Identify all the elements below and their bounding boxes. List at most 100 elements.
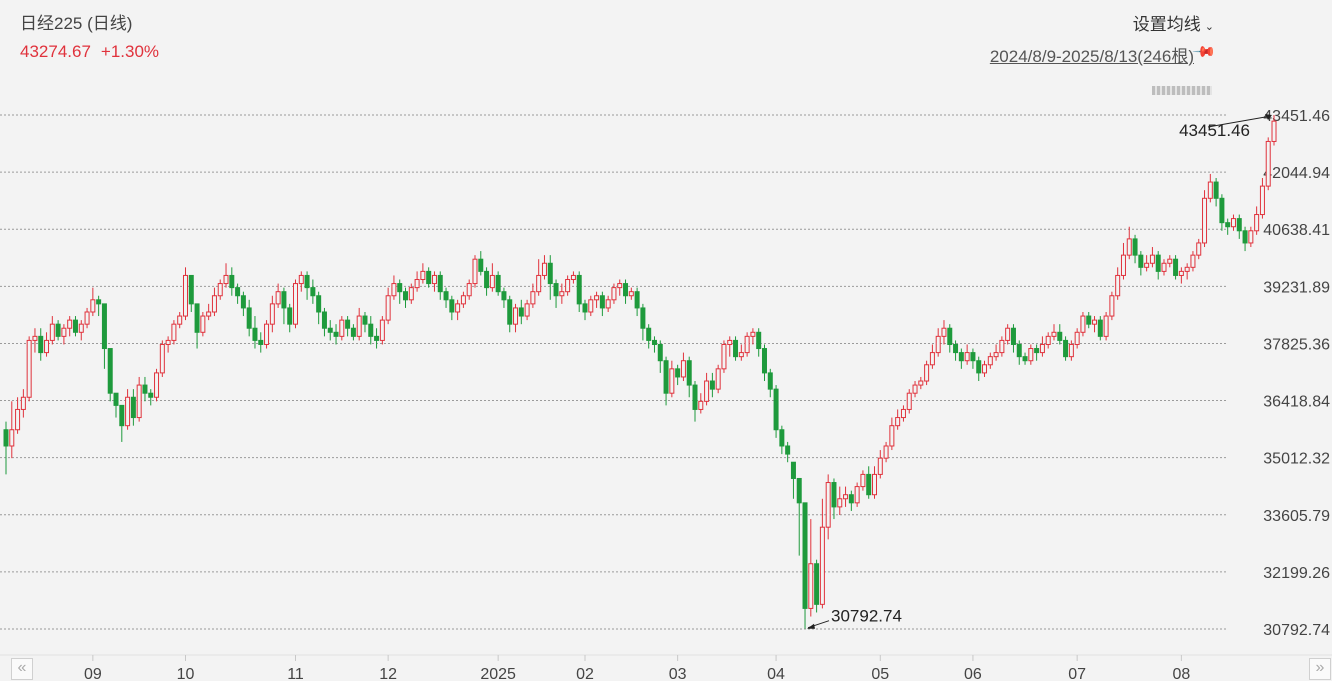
candle-down xyxy=(756,331,762,350)
candle-down xyxy=(599,295,605,309)
candle-up xyxy=(1207,181,1213,199)
candle-up xyxy=(964,352,970,362)
candle-up xyxy=(744,335,750,354)
y-tick-label: 33605.79 xyxy=(1263,508,1330,525)
candle-up xyxy=(61,327,67,337)
candle-down xyxy=(796,477,802,504)
candle-up xyxy=(854,486,860,504)
candle-up xyxy=(1254,214,1260,232)
candle-up xyxy=(206,311,212,317)
candle-down xyxy=(350,327,356,337)
candle-down xyxy=(692,384,698,410)
candle-down xyxy=(327,327,333,333)
candle-down xyxy=(310,287,316,297)
candle-down xyxy=(426,270,432,285)
candle-down xyxy=(130,396,136,419)
candle-down xyxy=(686,360,692,386)
x-tick-label: 09 xyxy=(84,666,102,681)
candle-down xyxy=(634,291,640,309)
candle-up xyxy=(1045,335,1051,345)
candle-down xyxy=(194,303,200,333)
candle-down xyxy=(773,388,779,431)
candle-down xyxy=(518,307,524,317)
candle-down xyxy=(866,473,872,496)
candle-down xyxy=(368,323,374,337)
candle-up xyxy=(565,279,571,293)
candle-up xyxy=(912,384,918,394)
candle-up xyxy=(20,396,26,410)
x-tick-label: 05 xyxy=(871,666,889,681)
candle-up xyxy=(808,563,814,609)
candle-up xyxy=(698,400,704,410)
x-tick-label: 06 xyxy=(964,666,982,681)
candle-up xyxy=(900,408,906,419)
scroll-right-button[interactable]: » xyxy=(1309,658,1331,680)
candle-up xyxy=(1120,254,1126,276)
price-change: +1.30% xyxy=(100,42,160,61)
candle-down xyxy=(640,307,646,329)
candle-up xyxy=(877,457,883,475)
candle-up xyxy=(738,352,744,358)
price-quote: 43274.67 +1.30% xyxy=(20,42,169,62)
candle-up xyxy=(32,335,38,341)
candle-down xyxy=(240,295,246,309)
y-tick-label: 42044.94 xyxy=(1263,165,1330,182)
candle-up xyxy=(159,343,165,374)
candle-up xyxy=(223,274,229,285)
candle-up xyxy=(1202,197,1208,244)
candle-down xyxy=(449,299,455,313)
candle-down xyxy=(814,563,820,605)
candle-up xyxy=(1167,258,1173,264)
x-tick-label: 12 xyxy=(379,666,397,681)
candle-down xyxy=(1219,197,1225,224)
high-arrowhead xyxy=(1265,114,1273,121)
candle-down xyxy=(663,360,669,394)
candle-down xyxy=(848,494,854,504)
candle-down xyxy=(38,335,44,354)
date-range-link[interactable]: 2024/8/9-2025/8/13(246根) xyxy=(989,47,1194,66)
candle-up xyxy=(819,526,825,605)
candle-down xyxy=(1138,254,1144,268)
candle-down xyxy=(246,307,252,329)
candle-up xyxy=(385,295,391,321)
high-annotation: 43451.46 xyxy=(1179,121,1250,140)
candle-up xyxy=(472,258,478,285)
ma-setting-button[interactable]: 设置均线 ⌄ xyxy=(1133,10,1214,35)
candle-down xyxy=(1022,356,1028,362)
candle-down xyxy=(345,319,351,329)
candle-up xyxy=(524,303,530,317)
candle-up xyxy=(182,274,188,317)
candle-up xyxy=(420,270,426,281)
candle-up xyxy=(1039,343,1045,354)
y-tick-label: 36418.84 xyxy=(1263,394,1330,411)
candle-up xyxy=(339,319,345,337)
candle-down xyxy=(96,299,102,305)
candle-up xyxy=(489,274,495,289)
candle-up xyxy=(391,283,397,297)
y-tick-label: 37825.36 xyxy=(1263,336,1330,353)
candle-up xyxy=(298,274,304,285)
high-arrow xyxy=(1207,115,1272,128)
candle-up xyxy=(44,339,50,354)
candle-up xyxy=(1109,295,1115,317)
candle-up xyxy=(90,299,96,313)
candle-up xyxy=(628,291,634,297)
candle-down xyxy=(1225,222,1231,228)
candle-down xyxy=(495,274,501,293)
candle-up xyxy=(906,392,912,410)
candle-up xyxy=(680,360,686,378)
candle-down xyxy=(1236,218,1242,232)
scroll-left-button[interactable]: « xyxy=(11,658,33,680)
candle-up xyxy=(1184,266,1190,272)
candle-up xyxy=(982,364,988,374)
candle-up xyxy=(588,299,594,313)
candle-up xyxy=(999,339,1005,354)
candle-up xyxy=(872,473,877,496)
candle-down xyxy=(709,380,715,390)
indicator-toggle[interactable] xyxy=(1152,86,1212,95)
candle-down xyxy=(1057,331,1063,341)
candle-down xyxy=(507,299,513,325)
candle-down xyxy=(229,274,235,289)
candle-up xyxy=(669,368,675,394)
